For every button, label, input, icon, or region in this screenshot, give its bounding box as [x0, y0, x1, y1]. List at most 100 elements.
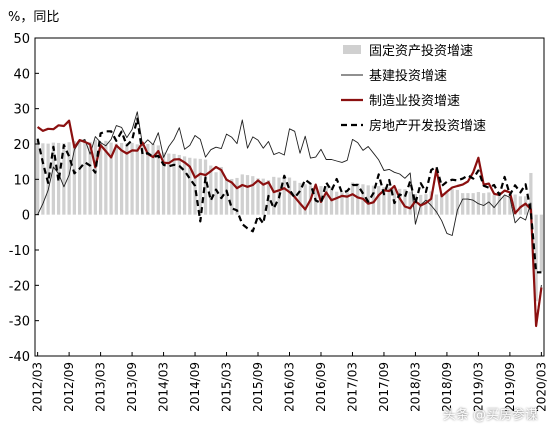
fixed-asset-bar	[161, 152, 166, 215]
legend-label-infrastructure: 基建投资增速	[369, 68, 447, 84]
legend-label-real-estate: 房地产开发投资增速	[369, 118, 486, 134]
fixed-asset-bar	[203, 159, 208, 215]
x-tick-label: 2012/03	[31, 362, 45, 412]
fixed-asset-bar	[214, 172, 218, 215]
y-tick-label: -40	[9, 350, 30, 365]
x-tick-label: 2016/09	[314, 362, 328, 412]
fixed-asset-bar	[335, 191, 339, 215]
fixed-asset-bar	[445, 192, 449, 215]
x-tick-label: 2013/09	[125, 362, 139, 412]
fixed-asset-bar	[261, 178, 265, 215]
fixed-asset-bar	[518, 196, 523, 215]
fixed-asset-bar	[119, 142, 124, 215]
fixed-asset-bar	[371, 185, 376, 215]
y-tick-label: -10	[9, 244, 30, 259]
fixed-asset-bar	[508, 195, 512, 215]
y-tick-label: 50	[13, 32, 30, 47]
fixed-asset-bar	[135, 144, 139, 215]
fixed-asset-bar	[529, 172, 533, 215]
fixed-asset-bar	[167, 153, 171, 215]
x-tick-label: 2018/03	[408, 362, 422, 412]
fixed-asset-bar	[177, 154, 181, 215]
fixed-asset-bar	[429, 191, 433, 215]
y-tick-label: -20	[9, 279, 30, 294]
x-tick-label: 2018/09	[440, 362, 454, 412]
fixed-asset-bar	[282, 178, 286, 215]
fixed-asset-bar	[345, 192, 349, 215]
fixed-asset-bar	[256, 178, 260, 215]
fixed-asset-bar	[403, 189, 407, 215]
fixed-asset-bar	[440, 193, 444, 215]
fixed-asset-bar	[356, 183, 360, 215]
fixed-asset-bar	[471, 193, 475, 215]
fixed-asset-bar	[413, 194, 418, 215]
x-tick-label: 2013/03	[94, 362, 108, 412]
fixed-asset-bar	[303, 184, 307, 215]
legend-label-manufacturing: 制造业投资增速	[369, 93, 460, 109]
manufacturing-line	[36, 119, 543, 328]
fixed-asset-bar	[77, 141, 82, 215]
fixed-asset-bar	[398, 188, 402, 215]
fixed-asset-bar	[324, 186, 328, 215]
fixed-asset-bar	[224, 178, 229, 215]
fixed-asset-bar	[539, 214, 544, 272]
fixed-asset-bar	[125, 143, 129, 215]
fixed-asset-bar	[251, 176, 255, 215]
x-tick-label: 2014/09	[188, 362, 202, 412]
y-axis-unit-label: %，同比	[8, 10, 60, 25]
fixed-asset-bar	[114, 143, 118, 215]
fixed-asset-bar	[287, 177, 292, 215]
y-tick-label: 20	[13, 138, 30, 153]
fixed-asset-bar	[41, 143, 45, 215]
x-tick-label: 2016/03	[283, 362, 297, 412]
fixed-asset-bar	[298, 182, 302, 215]
fixed-asset-bar	[497, 194, 502, 215]
y-tick-label: 0	[22, 209, 30, 224]
fixed-asset-bar	[151, 144, 155, 215]
fixed-asset-bar	[408, 191, 412, 215]
fixed-asset-bar	[466, 193, 470, 215]
fixed-asset-bar	[503, 195, 507, 215]
fixed-asset-bar	[83, 141, 87, 215]
fixed-asset-bar	[72, 141, 76, 215]
fixed-asset-bar	[156, 145, 160, 215]
y-tick-label: 40	[13, 67, 30, 82]
x-tick-label: 2015/03	[220, 362, 234, 412]
fixed-asset-bar	[377, 186, 381, 215]
fixed-asset-bar	[193, 158, 197, 215]
fixed-asset-bar	[235, 177, 239, 215]
fixed-asset-bar	[230, 178, 234, 215]
fixed-asset-bar	[188, 157, 192, 215]
y-tick-label: 30	[13, 103, 30, 118]
fixed-asset-bar	[51, 142, 55, 215]
x-tick-label: 2019/03	[471, 362, 485, 412]
legend-swatch-fixed-asset	[343, 45, 361, 54]
fixed-asset-bar	[272, 176, 276, 215]
fixed-asset-bar	[434, 194, 439, 215]
fixed-asset-bar	[424, 194, 428, 215]
fixed-asset-bar	[350, 182, 355, 215]
x-tick-label: 2014/03	[157, 362, 171, 412]
fixed-asset-bar	[534, 214, 538, 302]
legend-label-fixed-asset: 固定资产投资增速	[369, 43, 473, 59]
fixed-asset-bar	[387, 187, 391, 215]
infrastructure-line	[37, 111, 542, 323]
fixed-asset-bar	[35, 140, 40, 215]
y-tick-label: -30	[9, 315, 30, 330]
x-tick-label: 2020/03	[534, 362, 548, 412]
fixed-asset-bar	[140, 143, 145, 215]
fixed-asset-bar	[382, 187, 386, 215]
fixed-asset-bar	[524, 196, 528, 215]
fixed-asset-bar	[172, 153, 176, 215]
fixed-asset-bar	[198, 158, 202, 215]
fixed-asset-bar	[340, 192, 344, 215]
fixed-asset-bar	[450, 189, 454, 215]
fixed-asset-bar	[62, 143, 66, 215]
fixed-asset-bar	[130, 142, 134, 215]
fixed-asset-bar	[513, 194, 517, 215]
fixed-asset-bar	[245, 175, 250, 215]
fixed-asset-bar	[104, 140, 108, 215]
fixed-asset-bar	[482, 193, 486, 215]
x-tick-label: 2017/03	[345, 362, 359, 412]
